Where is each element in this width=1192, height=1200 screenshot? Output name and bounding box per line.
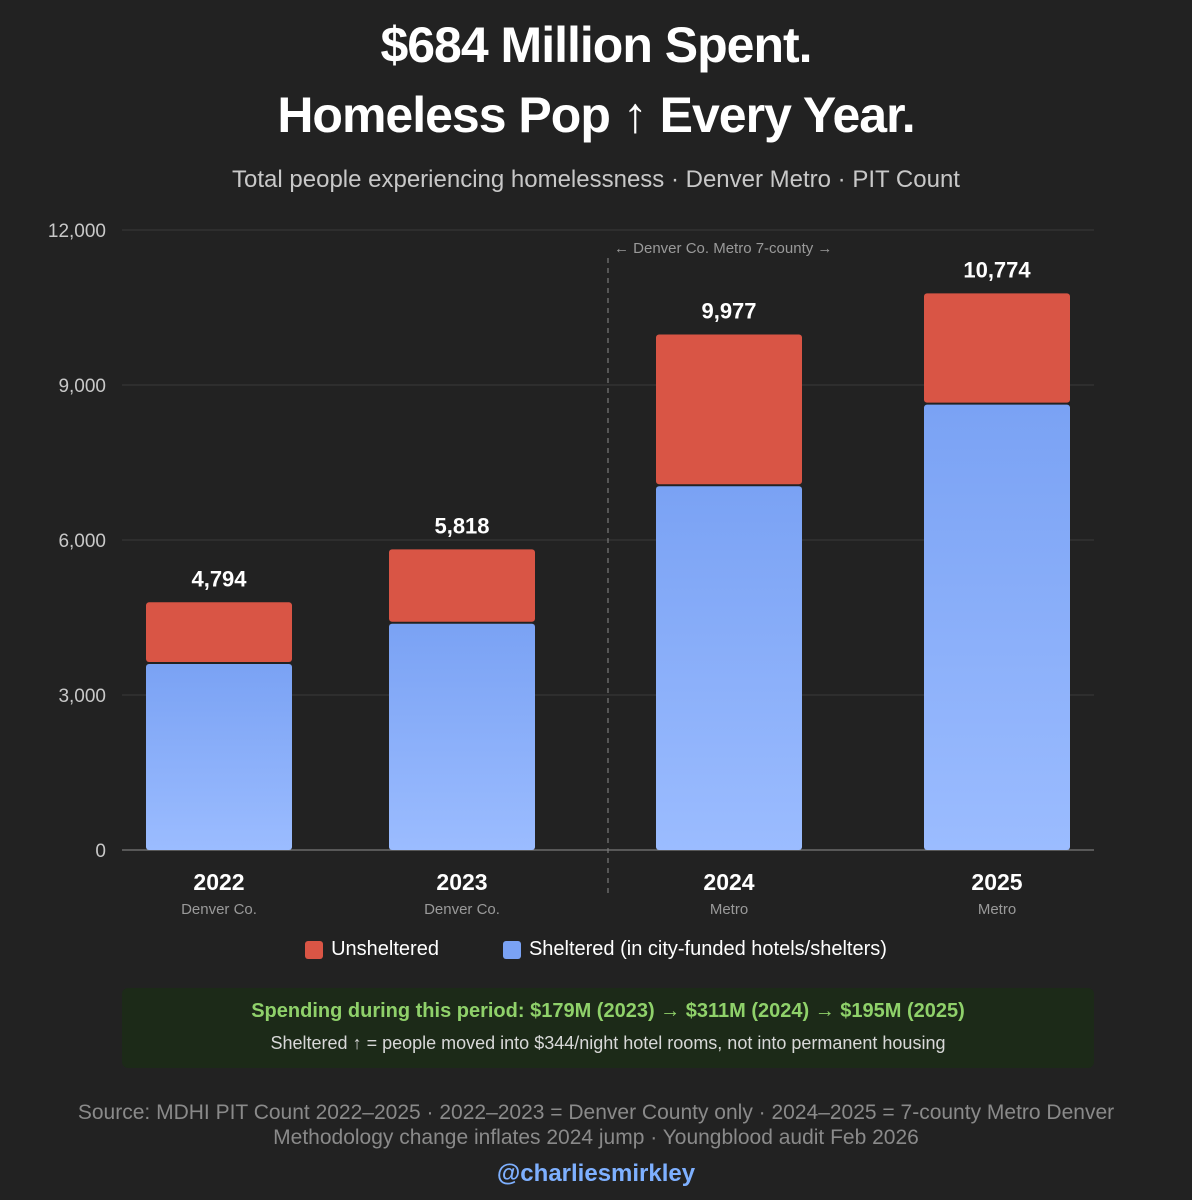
spending-callout-box: Spending during this period: $179M (2023…: [122, 988, 1094, 1068]
x-category-sublabel: Denver Co.: [181, 901, 257, 918]
bar-unsheltered: [389, 549, 535, 622]
x-category-sublabel: Metro: [710, 901, 748, 918]
source-note-line-1: Source: MDHI PIT Count 2022–2025 · 2022–…: [77, 1101, 1115, 1124]
y-tick-label: 3,000: [58, 686, 106, 707]
x-category-label: 2024: [703, 869, 754, 895]
legend-label-unsheltered: Unsheltered: [331, 938, 439, 960]
source-note-line-2: Methodology change inflates 2024 jump · …: [273, 1126, 919, 1149]
y-tick-label: 0: [95, 841, 106, 862]
legend-item-sheltered: Sheltered (in city-funded hotels/shelter…: [502, 938, 887, 961]
bar-unsheltered: [656, 334, 802, 485]
bar-total-label: 4,794: [191, 566, 247, 591]
legend-swatch-unsheltered: [305, 940, 324, 959]
chart-legend: Unsheltered Sheltered (in city-funded ho…: [0, 938, 1192, 961]
legend-swatch-sheltered: [502, 940, 521, 959]
x-category-label: 2023: [436, 869, 487, 895]
x-category-sublabel: Denver Co.: [424, 901, 500, 918]
bar-total-label: 5,818: [434, 513, 489, 538]
bar-total-label: 10,774: [963, 257, 1031, 282]
chart-title-line-1: $684 Million Spent.: [380, 17, 812, 73]
bar-sheltered: [146, 664, 292, 850]
spending-callout-note: Sheltered ↑ = people moved into $344/nig…: [270, 1033, 946, 1053]
bar-sheltered: [656, 486, 802, 850]
x-category-label: 2025: [971, 869, 1022, 895]
x-category-label: 2022: [193, 869, 244, 895]
y-tick-label: 9,000: [58, 376, 106, 397]
y-tick-label: 12,000: [48, 221, 106, 242]
stacked-bar-chart: 0 3,000 6,000 9,000 12,000 ← Denver Co. Metro…: [48, 221, 1094, 918]
author-handle: @charliesmirkley: [496, 1160, 696, 1187]
legend-item-unsheltered: Unsheltered: [305, 938, 439, 961]
source-note: Source: MDHI PIT Count 2022–2025 · 2022–…: [0, 1100, 1192, 1152]
spending-callout-headline: Spending during this period: $179M (2023…: [251, 1000, 965, 1022]
chart-title-line-2: Homeless Pop ↑ Every Year.: [277, 87, 915, 143]
x-category-sublabel: Metro: [978, 901, 1016, 918]
bar-unsheltered: [924, 293, 1070, 403]
divider-annotation: ← Denver Co. Metro 7-county →: [614, 240, 832, 257]
y-tick-label: 6,000: [58, 531, 106, 552]
bar-total-label: 9,977: [701, 299, 756, 324]
bar-sheltered: [389, 623, 535, 850]
bar-unsheltered: [146, 602, 292, 662]
chart-subtitle: Total people experiencing homelessness ·…: [232, 166, 960, 193]
legend-label-sheltered: Sheltered (in city-funded hotels/shelter…: [528, 938, 887, 960]
bar-sheltered: [924, 404, 1070, 850]
